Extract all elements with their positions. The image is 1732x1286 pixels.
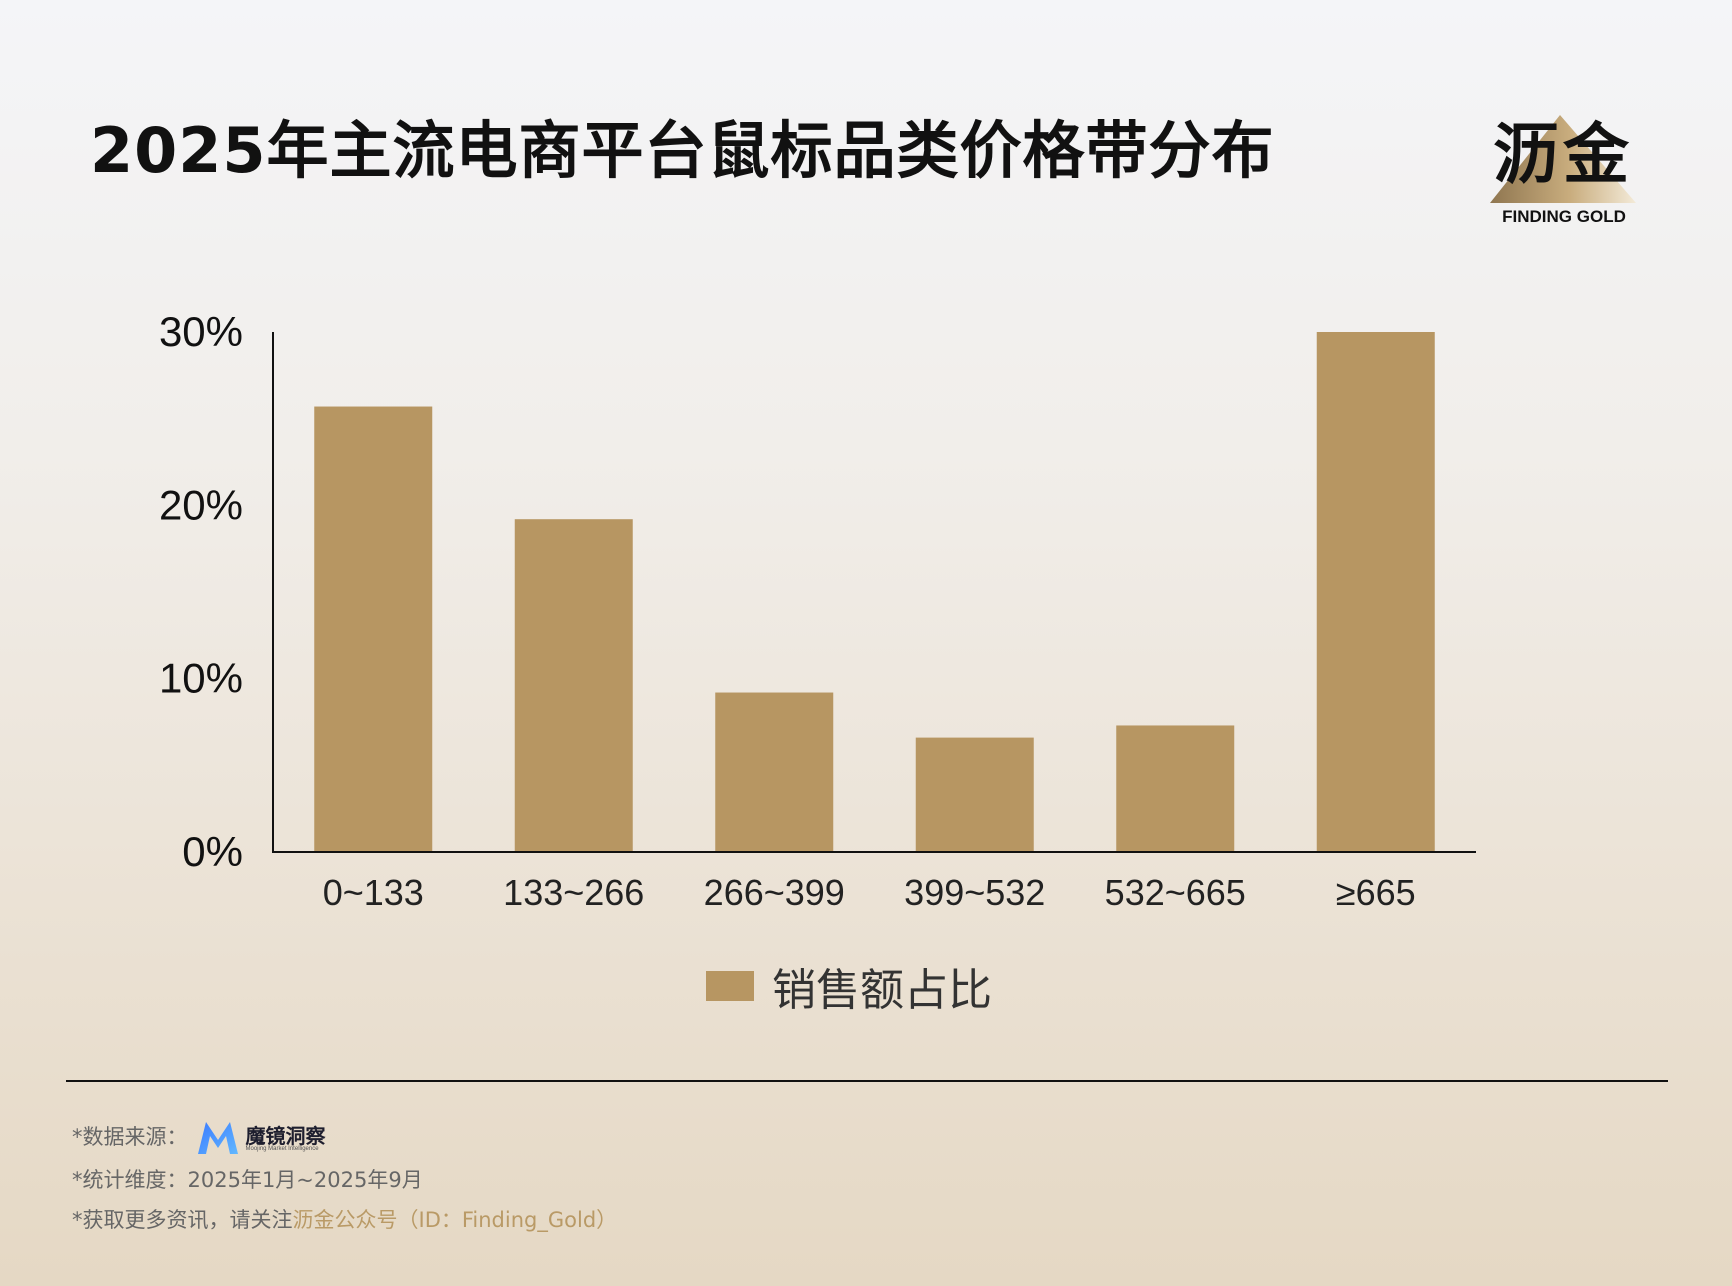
follow-prefix: *获取更多资讯，请关注 bbox=[72, 1208, 293, 1232]
moojing-logo: 魔镜洞察 Moojing Market Intelligence bbox=[196, 1118, 336, 1158]
bar bbox=[1316, 332, 1435, 852]
x-tick-label: 133~266 bbox=[503, 872, 644, 913]
moojing-name: 魔镜洞察 bbox=[245, 1124, 326, 1148]
x-tick-label: 532~665 bbox=[1105, 872, 1246, 913]
x-tick-label: ≥665 bbox=[1336, 872, 1416, 913]
bar bbox=[314, 406, 433, 852]
bar-chart: 0~133 133~266 266~399 399~532 532~665 ≥665 0% 1… bbox=[159, 308, 1476, 913]
finding-gold-logo: 沥金 FINDING GOLD bbox=[1490, 95, 1636, 230]
footer-source-line: *数据来源： 魔镜洞察 Moojing Market Intelligence bbox=[72, 1118, 336, 1158]
footer-follow-line: *获取更多资讯，请关注沥金公众号（ID：Finding_Gold） bbox=[72, 1204, 617, 1234]
footer-divider bbox=[66, 1080, 1668, 1082]
legend-label: 销售额占比 bbox=[772, 965, 992, 1016]
y-tick-label: 30% bbox=[159, 308, 243, 355]
chart-legend: 销售额占比 bbox=[706, 958, 992, 1016]
legend-swatch bbox=[706, 971, 754, 1001]
bar bbox=[715, 692, 834, 852]
x-tick-label: 0~133 bbox=[323, 872, 424, 913]
bar bbox=[915, 737, 1034, 852]
moojing-m-icon bbox=[197, 1122, 238, 1154]
y-tick-label: 0% bbox=[182, 828, 243, 875]
page-title: 2025年主流电商平台鼠标品类价格带分布 bbox=[90, 114, 1275, 187]
gold-pyramid-icon bbox=[1490, 115, 1636, 203]
source-prefix: *数据来源： bbox=[72, 1125, 188, 1149]
logo-text: 沥金 bbox=[1493, 116, 1633, 193]
follow-highlight: 沥金公众号（ID：Finding_Gold） bbox=[292, 1208, 618, 1232]
bar bbox=[514, 519, 633, 852]
y-tick-label: 20% bbox=[159, 481, 243, 528]
x-tick-label: 399~532 bbox=[904, 872, 1045, 913]
footer-stats-line: *统计维度：2025年1月~2025年9月 bbox=[72, 1168, 423, 1192]
x-tick-label: 266~399 bbox=[704, 872, 845, 913]
bar bbox=[1116, 725, 1235, 852]
logo-subtitle: FINDING GOLD bbox=[1502, 207, 1626, 226]
moojing-subtitle: Moojing Market Intelligence bbox=[245, 1146, 319, 1152]
y-tick-label: 10% bbox=[159, 655, 243, 702]
